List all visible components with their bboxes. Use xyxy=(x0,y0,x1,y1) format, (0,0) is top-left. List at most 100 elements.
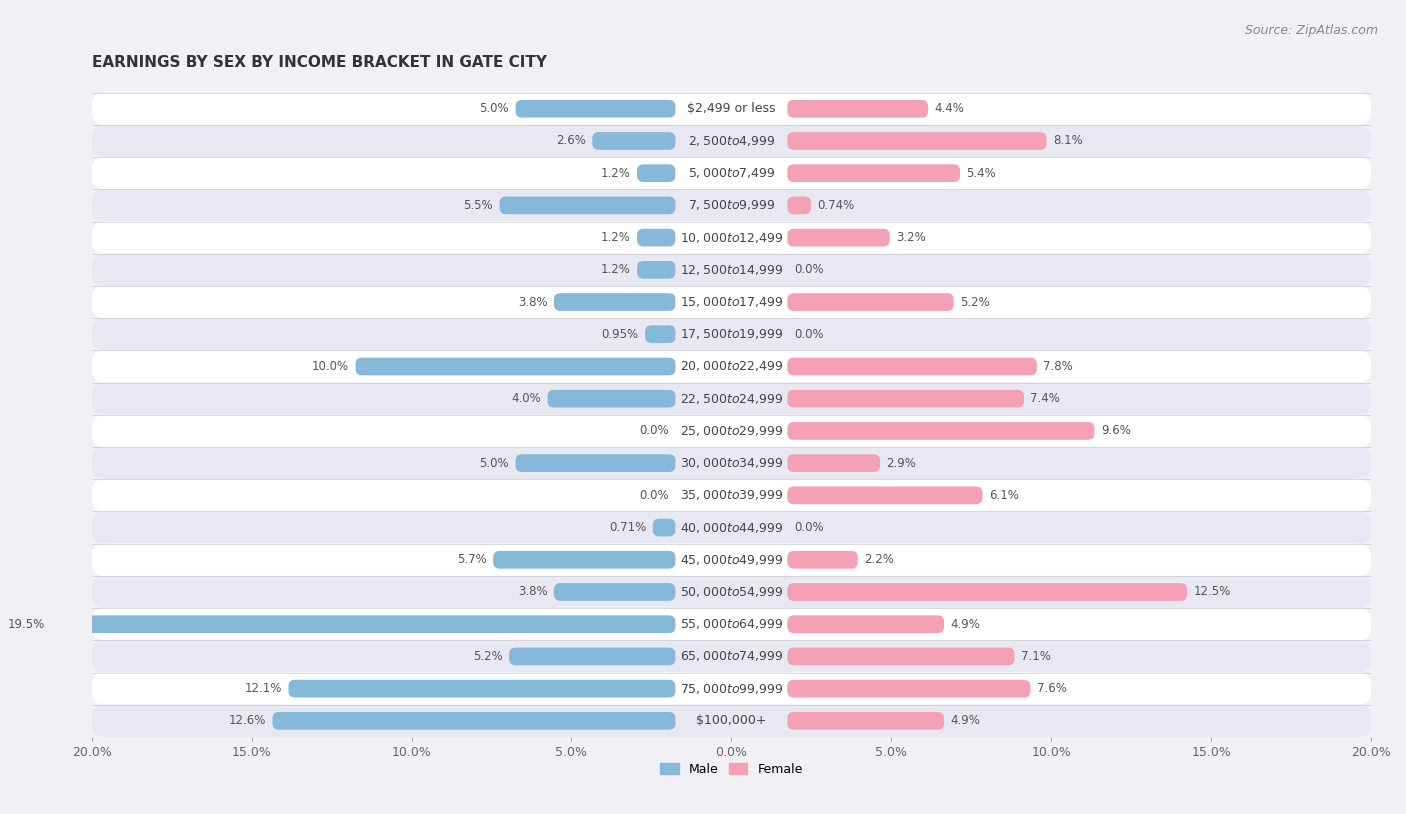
FancyBboxPatch shape xyxy=(787,293,953,311)
FancyBboxPatch shape xyxy=(91,350,1371,383)
FancyBboxPatch shape xyxy=(494,551,675,569)
Text: 0.0%: 0.0% xyxy=(640,489,669,502)
Text: 3.8%: 3.8% xyxy=(517,585,547,598)
FancyBboxPatch shape xyxy=(787,164,960,182)
Text: 0.74%: 0.74% xyxy=(817,199,855,212)
FancyBboxPatch shape xyxy=(787,487,983,504)
Text: 8.1%: 8.1% xyxy=(1053,134,1083,147)
FancyBboxPatch shape xyxy=(356,357,675,375)
FancyBboxPatch shape xyxy=(787,357,1036,375)
Text: 0.0%: 0.0% xyxy=(794,263,824,276)
Text: $10,000 to $12,499: $10,000 to $12,499 xyxy=(679,230,783,245)
FancyBboxPatch shape xyxy=(91,544,1371,575)
Text: 7.6%: 7.6% xyxy=(1036,682,1067,695)
Text: $5,000 to $7,499: $5,000 to $7,499 xyxy=(688,166,775,180)
FancyBboxPatch shape xyxy=(91,221,1371,254)
FancyBboxPatch shape xyxy=(91,641,1371,672)
Text: $20,000 to $22,499: $20,000 to $22,499 xyxy=(679,360,783,374)
Text: $7,500 to $9,999: $7,500 to $9,999 xyxy=(688,199,775,212)
FancyBboxPatch shape xyxy=(91,447,1371,479)
FancyBboxPatch shape xyxy=(547,390,675,408)
Text: 5.2%: 5.2% xyxy=(472,650,503,663)
FancyBboxPatch shape xyxy=(554,293,675,311)
FancyBboxPatch shape xyxy=(91,383,1371,415)
FancyBboxPatch shape xyxy=(91,511,1371,544)
Text: 2.6%: 2.6% xyxy=(555,134,586,147)
FancyBboxPatch shape xyxy=(91,93,1371,125)
Text: 7.4%: 7.4% xyxy=(1031,392,1060,405)
Text: 2.9%: 2.9% xyxy=(887,457,917,470)
FancyBboxPatch shape xyxy=(554,583,675,601)
FancyBboxPatch shape xyxy=(91,286,1371,318)
Text: $25,000 to $29,999: $25,000 to $29,999 xyxy=(679,424,783,438)
Text: 12.1%: 12.1% xyxy=(245,682,283,695)
FancyBboxPatch shape xyxy=(787,196,811,214)
Legend: Male, Female: Male, Female xyxy=(659,763,803,776)
Text: 0.0%: 0.0% xyxy=(794,328,824,341)
Text: 7.8%: 7.8% xyxy=(1043,360,1073,373)
FancyBboxPatch shape xyxy=(52,615,675,633)
Text: 4.0%: 4.0% xyxy=(512,392,541,405)
FancyBboxPatch shape xyxy=(787,100,928,117)
Text: 12.6%: 12.6% xyxy=(229,715,266,728)
FancyBboxPatch shape xyxy=(91,575,1371,608)
Text: 19.5%: 19.5% xyxy=(8,618,45,631)
FancyBboxPatch shape xyxy=(645,326,675,344)
FancyBboxPatch shape xyxy=(273,712,675,729)
FancyBboxPatch shape xyxy=(787,583,1187,601)
FancyBboxPatch shape xyxy=(516,100,675,117)
FancyBboxPatch shape xyxy=(288,680,675,698)
Text: $75,000 to $99,999: $75,000 to $99,999 xyxy=(679,681,783,696)
Text: 5.4%: 5.4% xyxy=(966,167,997,180)
Text: $65,000 to $74,999: $65,000 to $74,999 xyxy=(679,650,783,663)
Text: $35,000 to $39,999: $35,000 to $39,999 xyxy=(679,488,783,502)
FancyBboxPatch shape xyxy=(787,454,880,472)
FancyBboxPatch shape xyxy=(787,132,1046,150)
Text: 1.2%: 1.2% xyxy=(600,231,631,244)
Text: 1.2%: 1.2% xyxy=(600,263,631,276)
Text: 0.0%: 0.0% xyxy=(640,424,669,437)
Text: 2.2%: 2.2% xyxy=(865,554,894,567)
FancyBboxPatch shape xyxy=(91,705,1371,737)
FancyBboxPatch shape xyxy=(509,648,675,665)
FancyBboxPatch shape xyxy=(91,157,1371,190)
FancyBboxPatch shape xyxy=(637,229,675,247)
Text: 5.2%: 5.2% xyxy=(960,295,990,309)
Text: 9.6%: 9.6% xyxy=(1101,424,1130,437)
Text: 0.0%: 0.0% xyxy=(794,521,824,534)
Text: $15,000 to $17,499: $15,000 to $17,499 xyxy=(679,295,783,309)
Text: 5.0%: 5.0% xyxy=(479,103,509,116)
FancyBboxPatch shape xyxy=(637,164,675,182)
FancyBboxPatch shape xyxy=(516,454,675,472)
Text: 5.5%: 5.5% xyxy=(464,199,494,212)
FancyBboxPatch shape xyxy=(91,608,1371,641)
Text: $2,500 to $4,999: $2,500 to $4,999 xyxy=(688,134,775,148)
Text: $55,000 to $64,999: $55,000 to $64,999 xyxy=(679,617,783,631)
Text: $50,000 to $54,999: $50,000 to $54,999 xyxy=(679,585,783,599)
FancyBboxPatch shape xyxy=(787,615,943,633)
Text: 3.2%: 3.2% xyxy=(896,231,927,244)
Text: EARNINGS BY SEX BY INCOME BRACKET IN GATE CITY: EARNINGS BY SEX BY INCOME BRACKET IN GAT… xyxy=(91,55,547,70)
Text: $45,000 to $49,999: $45,000 to $49,999 xyxy=(679,553,783,567)
Text: $30,000 to $34,999: $30,000 to $34,999 xyxy=(679,456,783,470)
Text: 1.2%: 1.2% xyxy=(600,167,631,180)
Text: 5.0%: 5.0% xyxy=(479,457,509,470)
FancyBboxPatch shape xyxy=(787,551,858,569)
FancyBboxPatch shape xyxy=(91,415,1371,447)
FancyBboxPatch shape xyxy=(91,125,1371,157)
FancyBboxPatch shape xyxy=(787,712,943,729)
Text: 7.1%: 7.1% xyxy=(1021,650,1050,663)
Text: 0.71%: 0.71% xyxy=(609,521,647,534)
FancyBboxPatch shape xyxy=(787,229,890,247)
FancyBboxPatch shape xyxy=(91,479,1371,511)
FancyBboxPatch shape xyxy=(592,132,675,150)
FancyBboxPatch shape xyxy=(91,254,1371,286)
Text: $40,000 to $44,999: $40,000 to $44,999 xyxy=(679,520,783,535)
Text: 0.95%: 0.95% xyxy=(602,328,638,341)
Text: 4.9%: 4.9% xyxy=(950,618,980,631)
FancyBboxPatch shape xyxy=(787,422,1094,440)
Text: $2,499 or less: $2,499 or less xyxy=(688,103,776,116)
Text: 4.9%: 4.9% xyxy=(950,715,980,728)
FancyBboxPatch shape xyxy=(91,190,1371,221)
FancyBboxPatch shape xyxy=(787,680,1031,698)
